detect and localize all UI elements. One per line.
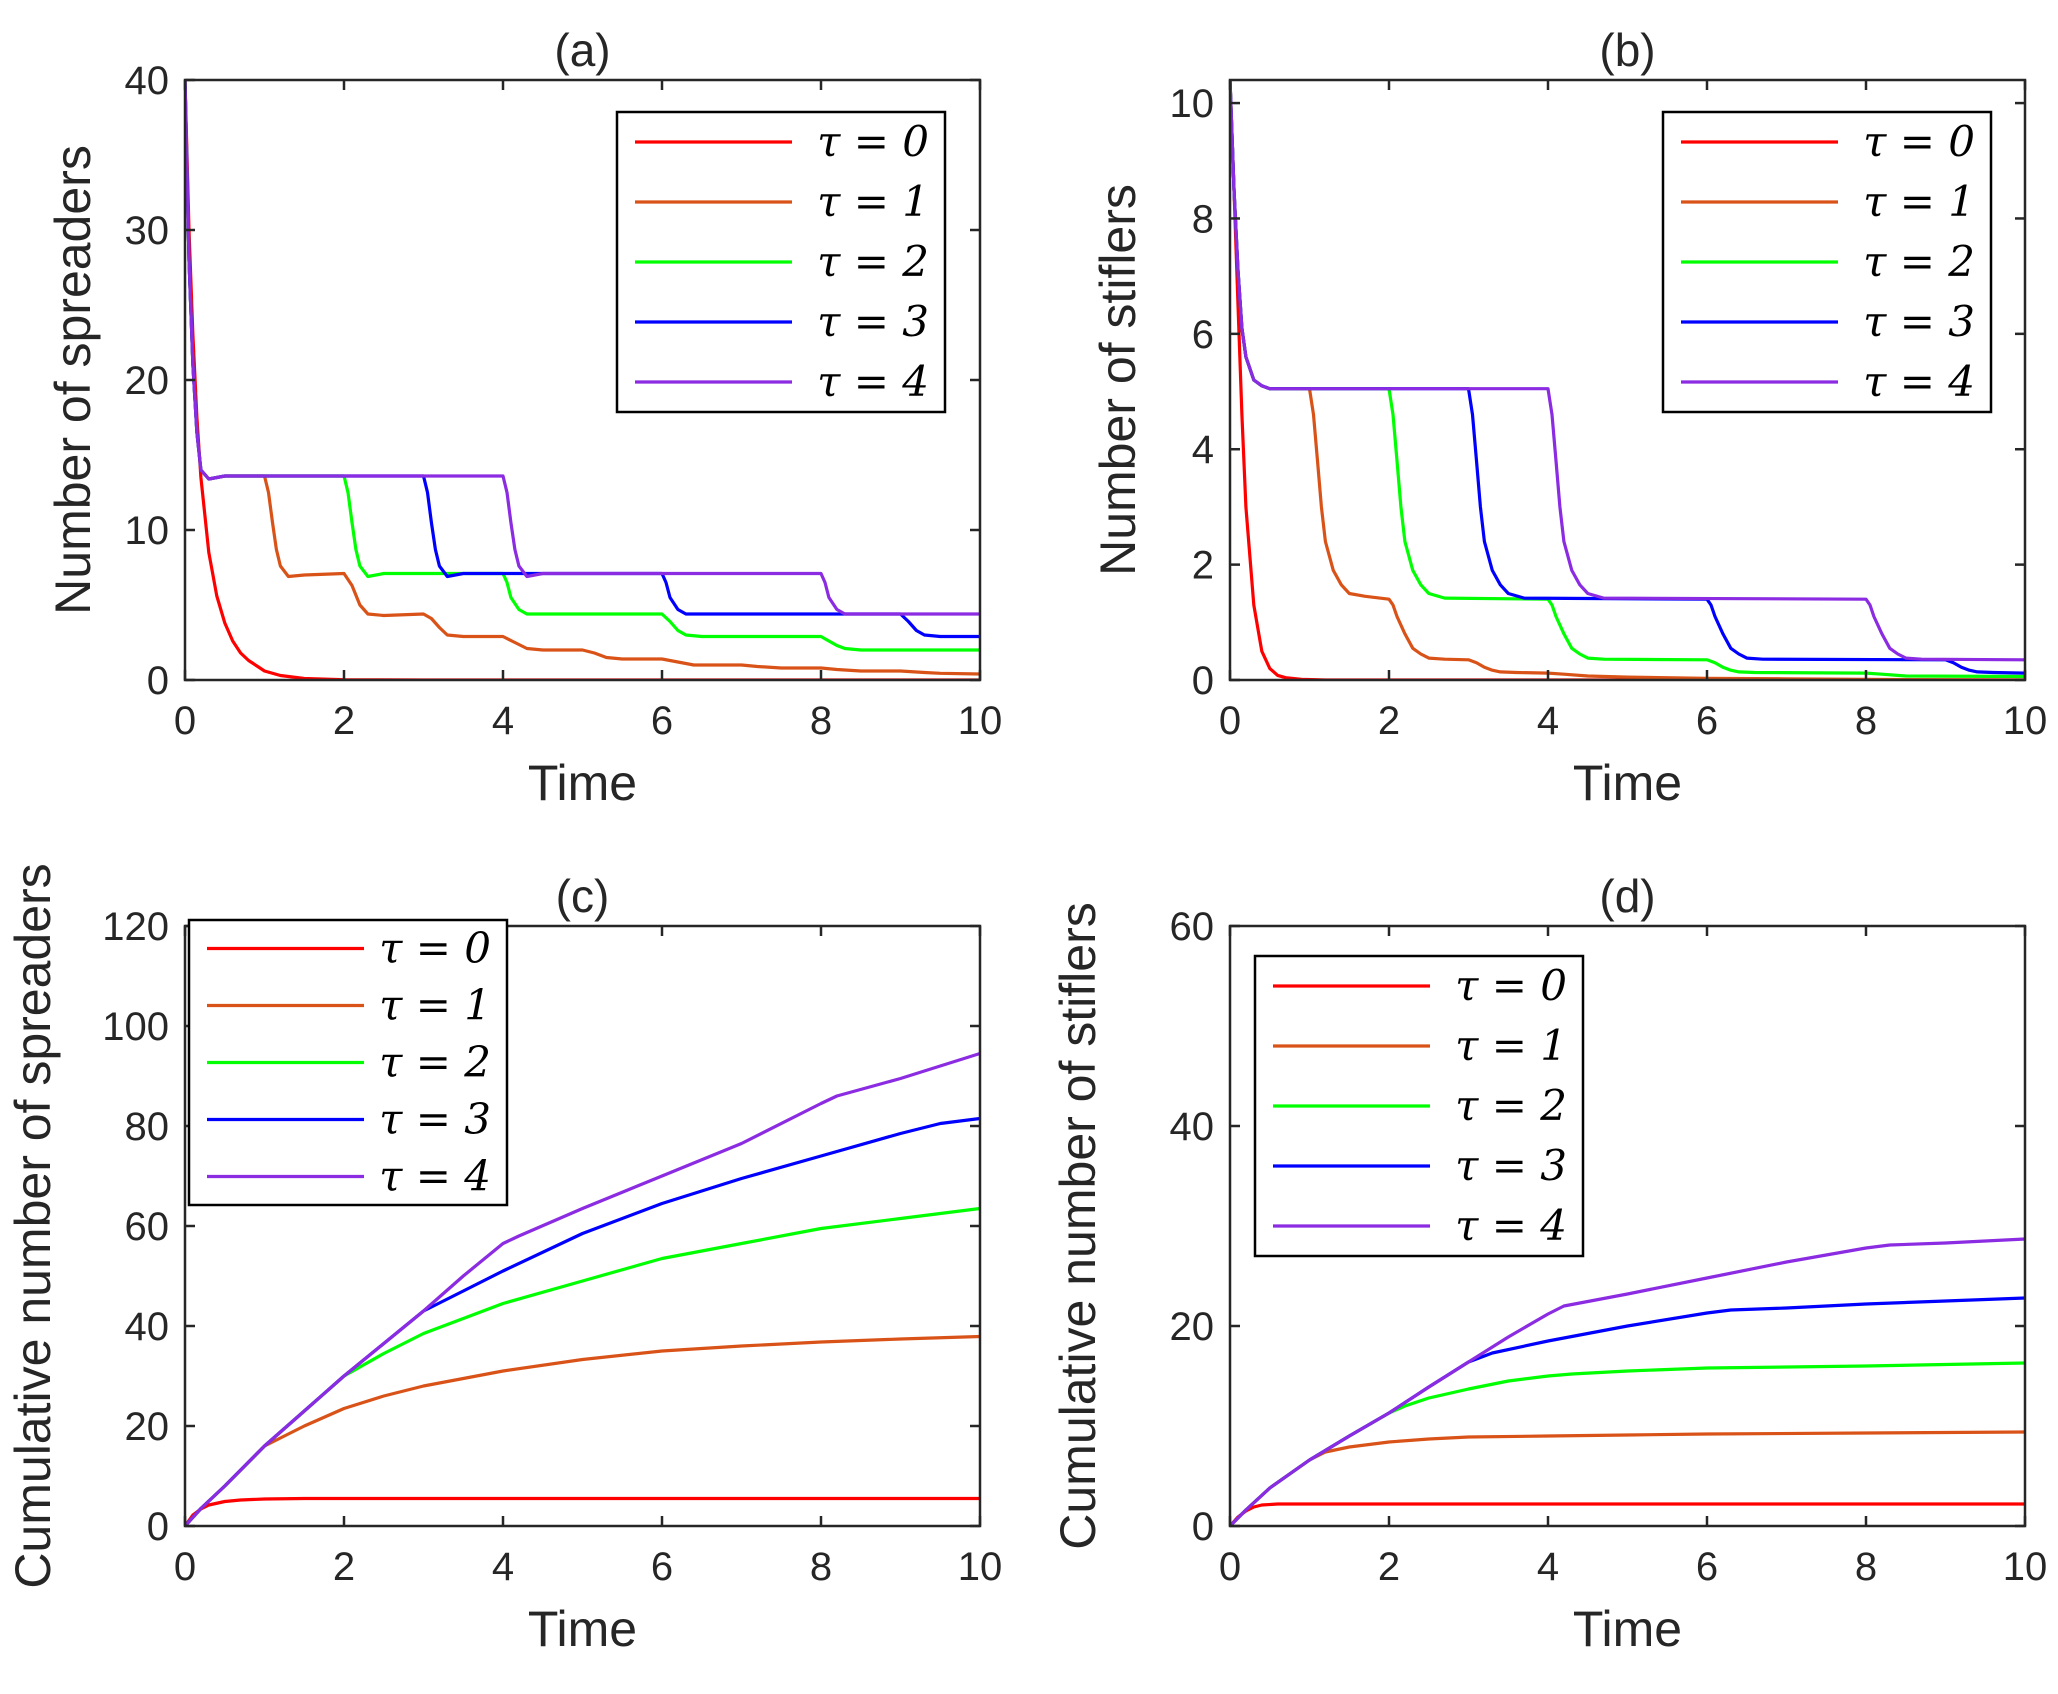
panel-title: (c)	[556, 870, 610, 922]
panel-title: (a)	[554, 24, 610, 76]
y-tick-label: 20	[125, 1405, 170, 1449]
legend-label-tau-0: τ = 0	[1863, 117, 1975, 166]
x-tick-label: 4	[492, 1545, 514, 1589]
panel-d: 0 2 4 6 8 10 0 20 40 60 (d) Time Cumulative number o…	[1050, 870, 2047, 1657]
x-tick-label: 8	[810, 699, 832, 743]
axes-frame	[1228, 78, 2027, 682]
y-tick-label: 30	[125, 209, 170, 253]
y-tick-label: 60	[125, 1205, 170, 1249]
x-tick-label: 4	[492, 699, 514, 743]
legend-label-tau-4: τ = 4	[817, 357, 929, 406]
y-tick-label: 10	[125, 509, 170, 553]
series-line-tau-4	[185, 80, 980, 616]
y-tick-label: 10	[1170, 82, 1215, 126]
legend-label-tau-1: τ = 1	[1863, 177, 1975, 226]
y-axis-label: Number of spreaders	[45, 145, 101, 615]
y-tick-label: 20	[125, 359, 170, 403]
panel-a: 0 2 4 6 8 10 0 10 20 30 40 (a) Time Number of spreade…	[45, 24, 1002, 811]
legend-label-tau-4: τ = 4	[1455, 1201, 1567, 1250]
x-axis-label: Time	[528, 755, 637, 811]
x-tick-label: 2	[333, 1545, 355, 1589]
y-tick-label: 0	[1192, 1505, 1214, 1549]
legend: τ = 0 τ = 1 τ = 2 τ = 3 τ = 4	[1661, 110, 1993, 414]
legend-label-tau-2: τ = 2	[1863, 237, 1975, 286]
x-tick-label: 10	[2003, 1545, 2048, 1589]
legend: τ = 0 τ = 1 τ = 2 τ = 3 τ = 4	[615, 110, 947, 414]
x-tick-label: 2	[1378, 699, 1400, 743]
y-tick-label: 120	[102, 905, 169, 949]
x-tick-label: 10	[958, 1545, 1003, 1589]
y-tick-label: 20	[1170, 1305, 1215, 1349]
y-tick-label: 60	[1170, 905, 1215, 949]
x-tick-label: 0	[174, 1545, 196, 1589]
legend-label-tau-3: τ = 3	[379, 1095, 491, 1144]
series-group	[1230, 1237, 2025, 1526]
y-tick-label: 40	[1170, 1105, 1215, 1149]
legend-label-tau-3: τ = 3	[817, 297, 929, 346]
y-axis-label: Cumulative number of stiflers	[1050, 902, 1106, 1549]
x-tick-label: 2	[333, 699, 355, 743]
x-axis-label: Time	[1573, 1601, 1682, 1657]
x-tick-label: 2	[1378, 1545, 1400, 1589]
legend-label-tau-4: τ = 4	[1863, 357, 1975, 406]
y-tick-label: 40	[125, 1305, 170, 1349]
series-group	[185, 1051, 980, 1526]
x-tick-label: 6	[1696, 699, 1718, 743]
x-tick-label: 6	[1696, 1545, 1718, 1589]
panel-title: (d)	[1599, 870, 1655, 922]
legend-label-tau-2: τ = 2	[379, 1038, 491, 1087]
series-line-tau-4	[1230, 80, 2025, 662]
x-tick-label: 6	[651, 699, 673, 743]
x-tick-label: 8	[810, 1545, 832, 1589]
axes-frame	[1228, 924, 2027, 1528]
y-tick-label: 4	[1192, 428, 1214, 472]
legend-label-tau-2: τ = 2	[1455, 1081, 1567, 1130]
y-tick-label: 100	[102, 1005, 169, 1049]
legend-label-tau-1: τ = 1	[817, 177, 929, 226]
legend-label-tau-3: τ = 3	[1863, 297, 1975, 346]
y-tick-label: 40	[125, 59, 170, 103]
legend-label-tau-2: τ = 2	[817, 237, 929, 286]
legend: τ = 0 τ = 1 τ = 2 τ = 3 τ = 4	[1253, 954, 1585, 1258]
y-tick-label: 80	[125, 1105, 170, 1149]
legend-label-tau-3: τ = 3	[1455, 1141, 1567, 1190]
legend-label-tau-1: τ = 1	[379, 981, 491, 1030]
panel-c: 0 2 4 6 8 10020406080100120(c)TimeCumulative …	[5, 863, 1002, 1657]
panel-title: (b)	[1599, 24, 1655, 76]
x-tick-label: 4	[1537, 1545, 1559, 1589]
y-tick-label: 6	[1192, 313, 1214, 357]
panel-b: 0 2 4 6 8 10 0 2 4 6 8 10 (b) Time Number of stiflers τ…	[1090, 24, 2047, 811]
legend-label-tau-0: τ = 0	[817, 117, 929, 166]
legend: τ = 0 τ = 1 τ = 2 τ = 3 τ = 4	[187, 918, 509, 1207]
y-tick-label: 0	[147, 1505, 169, 1549]
y-tick-label: 0	[1192, 659, 1214, 703]
y-tick-label: 2	[1192, 544, 1214, 588]
series-line-tau-1	[185, 80, 980, 676]
x-tick-label: 0	[1219, 699, 1241, 743]
x-tick-label: 0	[174, 699, 196, 743]
x-tick-label: 10	[958, 699, 1003, 743]
x-tick-label: 4	[1537, 699, 1559, 743]
x-tick-label: 0	[1219, 1545, 1241, 1589]
x-tick-label: 6	[651, 1545, 673, 1589]
legend-label-tau-4: τ = 4	[379, 1152, 491, 1201]
legend-label-tau-1: τ = 1	[1455, 1021, 1567, 1070]
series-line-tau-4	[1230, 1237, 2025, 1526]
x-tick-label: 10	[2003, 699, 2048, 743]
y-tick-label: 8	[1192, 197, 1214, 241]
x-axis-label: Time	[1573, 755, 1682, 811]
legend-label-tau-0: τ = 0	[379, 924, 491, 973]
x-axis-label: Time	[528, 1601, 637, 1657]
legend-label-tau-0: τ = 0	[1455, 961, 1567, 1010]
y-axis-label: Cumulative number of spreaders	[5, 863, 61, 1588]
series-line-tau-4	[185, 1051, 980, 1526]
x-tick-label: 8	[1855, 1545, 1877, 1589]
x-tick-label: 8	[1855, 699, 1877, 743]
y-tick-label: 0	[147, 659, 169, 703]
y-axis-label: Number of stiflers	[1090, 184, 1146, 576]
